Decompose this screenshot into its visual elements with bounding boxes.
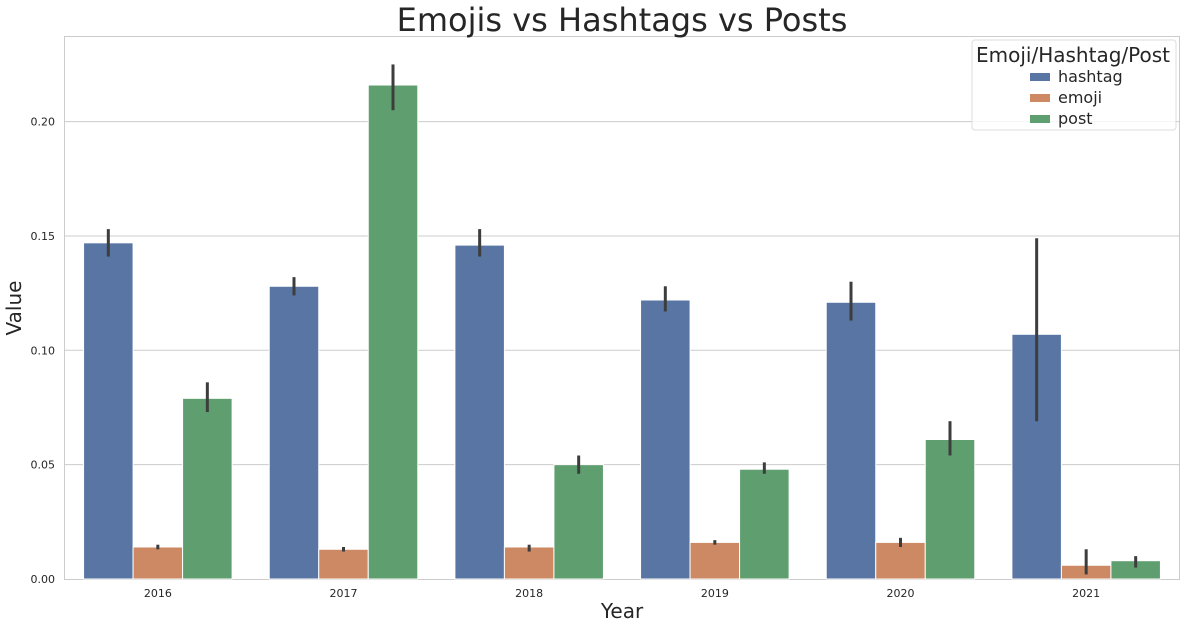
error-bars: [106, 64, 1138, 575]
bar-emoji-2017: [318, 548, 369, 580]
x-tick-labels: 2016 2017 2018 2019 2020 2021: [144, 587, 1100, 600]
legend: Emoji/Hashtag/Post hashtag emoji post: [971, 39, 1177, 131]
bar-hashtag-2017: [268, 285, 320, 580]
x-tick-label: 2021: [1072, 587, 1100, 600]
bar-emoji-2020: [875, 541, 926, 580]
bar-hashtag-2019: [640, 299, 691, 580]
gridlines: [65, 121, 1179, 466]
bar-post-2017: [367, 84, 419, 580]
y-tick-labels: 0.00 0.05 0.10 0.15 0.20: [31, 116, 56, 586]
legend-box: [971, 39, 1177, 131]
bars: [83, 84, 1161, 580]
x-tick-label: 2016: [144, 587, 172, 600]
x-axis-label: Year: [600, 599, 644, 623]
legend-swatch-hashtag: [1030, 73, 1050, 81]
bar-post-2016: [182, 397, 233, 580]
x-tick-label: 2020: [887, 587, 915, 600]
bar-hashtag-2018: [454, 244, 505, 580]
x-tick-label: 2019: [701, 587, 729, 600]
y-tick-label: 0.15: [31, 230, 56, 243]
y-tick-label: 0.10: [31, 344, 56, 357]
bar-hashtag-2016: [83, 242, 134, 580]
bar-post-2019: [739, 468, 790, 580]
chart-title: Emojis vs Hashtags vs Posts: [397, 1, 848, 39]
legend-title: Emoji/Hashtag/Post: [976, 43, 1170, 67]
bar-post-2020: [924, 438, 976, 580]
bar-hashtag-2020: [825, 301, 877, 580]
y-axis-label: Value: [2, 281, 26, 336]
y-tick-label: 0.05: [31, 459, 56, 472]
x-tick-label: 2017: [330, 587, 358, 600]
bar-emoji-2018: [503, 546, 555, 580]
legend-swatch-emoji: [1030, 94, 1050, 102]
x-tick-label: 2018: [515, 587, 543, 600]
legend-items: hashtag emoji post: [1030, 67, 1123, 128]
legend-label-hashtag: hashtag: [1058, 67, 1123, 86]
legend-label-emoji: emoji: [1058, 88, 1102, 107]
y-tick-label: 0.00: [31, 573, 56, 586]
legend-label-post: post: [1058, 109, 1093, 128]
legend-swatch-post: [1030, 115, 1050, 123]
y-tick-label: 0.20: [31, 116, 56, 129]
bar-post-2018: [553, 464, 604, 580]
bar-emoji-2019: [689, 541, 741, 580]
bar-emoji-2016: [132, 546, 184, 580]
